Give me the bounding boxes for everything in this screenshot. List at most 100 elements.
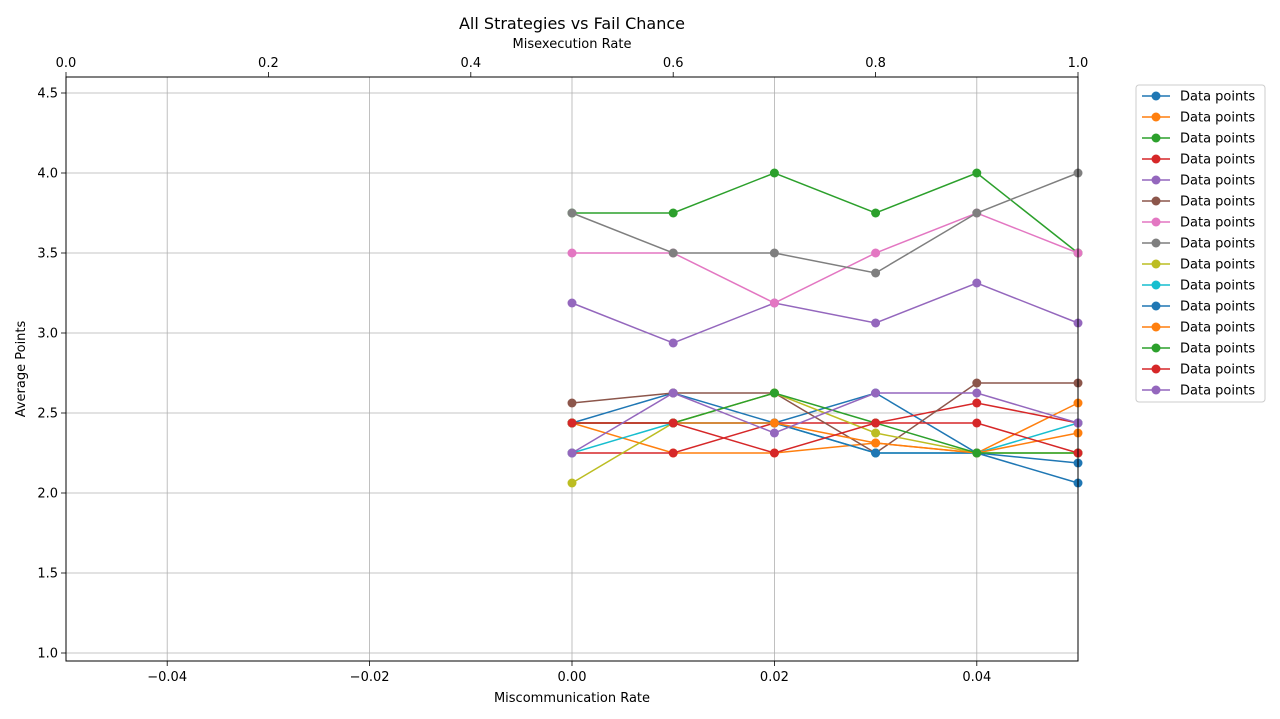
legend-entry: Data points [1142,342,1255,357]
legend-label: Data points [1180,153,1255,168]
data-point [871,428,881,438]
data-point [668,208,678,218]
y-tick-label: 4.0 [37,167,58,182]
legend-marker [1151,280,1161,290]
legend-entry: Data points [1142,321,1255,336]
x-tick-label: 0.04 [962,670,991,685]
x-tick-label: −0.02 [350,670,390,685]
data-point [668,388,678,398]
legend-entry: Data points [1142,132,1255,147]
data-point [567,398,577,408]
data-point [972,398,982,408]
data-point [567,448,577,458]
data-point [668,448,678,458]
series-8 [567,168,1083,278]
series-line [572,422,1079,454]
grid-lines [66,77,1078,661]
data-point [668,338,678,348]
x2-tick-label: 0.2 [258,56,279,71]
series-lines [567,168,1083,488]
legend-label: Data points [1180,237,1255,252]
data-point [567,478,577,488]
data-point [769,298,779,308]
x2-tick-label: 1.0 [1068,56,1089,71]
legend-entry: Data points [1142,174,1255,189]
legend-marker [1151,238,1161,248]
series-line [571,382,1078,454]
data-point [769,428,779,438]
legend-label: Data points [1180,216,1255,231]
legend-marker [1151,175,1161,185]
data-point [871,208,881,218]
legend-entry: Data points [1142,300,1255,315]
legend-label: Data points [1180,258,1255,273]
legend: Data points Data points Data points Data po… [1142,90,1255,399]
legend-marker [1151,301,1161,311]
data-point [769,388,779,398]
legend-label: Data points [1180,342,1255,357]
data-point [871,248,881,258]
legend-marker [1151,196,1161,206]
legend-label: Data points [1180,111,1255,126]
x2-tick-label: 0.0 [56,56,77,71]
data-point [972,378,982,388]
legend-entry: Data points [1142,363,1255,378]
chart-title: All Strategies vs Fail Chance [459,14,685,33]
legend-entry: Data points [1142,111,1255,126]
y-tick-label: 1.5 [37,567,58,582]
legend-label: Data points [1180,90,1255,105]
y-tick-label: 1.0 [37,647,58,662]
x-tick-label: −0.04 [147,670,187,685]
data-point [972,388,982,398]
y-axis-title: Average Points [14,320,29,417]
series-14 [567,418,1083,458]
y-tick-label: 3.5 [37,247,58,262]
data-point [871,318,881,328]
series-line [571,282,1079,344]
data-point [769,248,779,258]
legend-marker [1151,112,1161,122]
x-tick-label: 0.00 [558,670,587,685]
y-tick-label: 2.0 [37,487,58,502]
y-tick-label: 2.5 [37,407,58,422]
legend-box [1135,84,1266,403]
legend-label: Data points [1180,363,1255,378]
x2-axis-title: Misexecution Rate [513,37,632,52]
legend-entry: Data points [1142,216,1255,231]
legend-entry: Data points [1142,153,1255,168]
series-line [572,172,1079,254]
series-line [571,392,1079,454]
legend-label: Data points [1180,174,1255,189]
data-point [871,388,881,398]
legend-label: Data points [1180,279,1255,294]
legend-marker [1151,133,1161,143]
legend-marker [1151,217,1161,227]
data-point [769,418,779,428]
legend-entry: Data points [1142,279,1255,294]
legend-marker [1151,154,1161,164]
x-tick-label: 0.02 [760,670,789,685]
x2-tick-label: 0.6 [663,56,684,71]
y-tick-label: 3.0 [37,327,58,342]
legend-entry: Data points [1142,195,1255,210]
plot-frame [65,76,1079,662]
legend-label: Data points [1180,321,1255,336]
series-line [571,402,1079,454]
x2-tick-label: 0.4 [460,56,481,71]
data-point [668,418,678,428]
data-point [871,418,881,428]
data-point [871,268,881,278]
data-point [668,248,678,258]
legend-marker [1151,364,1161,374]
axis-ticks: −0.04 −0.02 0.00 0.02 0.04 1.0 1.5 2.0 2.5 3.0 3.5… [37,56,1088,685]
data-point [769,448,779,458]
legend-marker [1151,259,1161,269]
legend-marker [1151,91,1161,101]
legend-marker [1151,385,1161,395]
data-point [972,168,982,178]
legend-entry: Data points [1142,90,1255,105]
data-point [567,248,577,258]
series-line [572,212,1079,304]
data-point [871,448,881,458]
